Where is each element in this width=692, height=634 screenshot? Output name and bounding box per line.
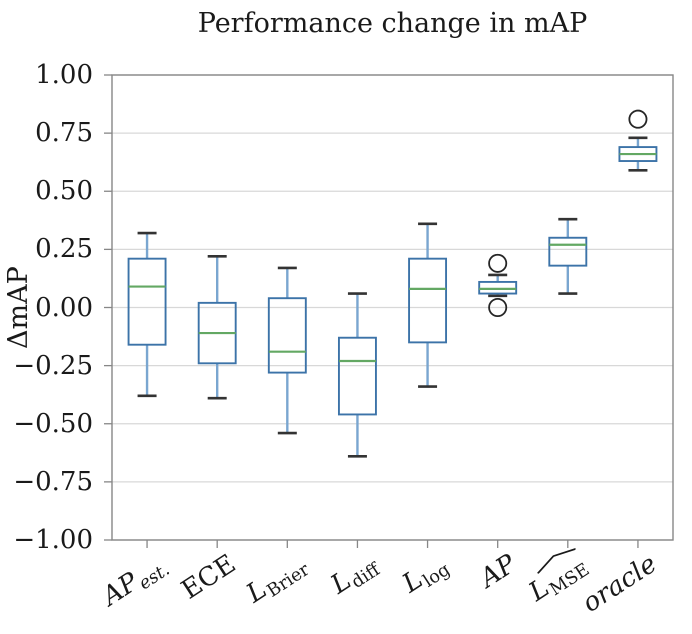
- outlier-ap: [488, 253, 508, 273]
- box-l-mse: [548, 236, 588, 267]
- y-tick-label-−0.75: −0.75: [13, 466, 93, 497]
- box-l-diff: [337, 336, 377, 416]
- y-tick-label-−0.50: −0.50: [13, 408, 93, 439]
- axes-frame: [111, 74, 674, 541]
- box-ap: [478, 280, 518, 295]
- y-tick-label-0.50: 0.50: [35, 176, 93, 207]
- box-l-log: [408, 257, 448, 344]
- y-tick-label-0.00: 0.00: [35, 292, 93, 323]
- y-tick-label-−1.00: −1.00: [13, 525, 93, 555]
- y-tick-label-1.00: 1.00: [35, 60, 93, 90]
- widehat-icon: [537, 547, 577, 574]
- x-tick-label-l-mse: L MSE: [524, 547, 594, 610]
- y-tick-label-0.25: 0.25: [35, 234, 93, 265]
- box-ap-est: [127, 257, 167, 346]
- chart-title: Performance change in mAP: [197, 8, 588, 39]
- x-tick-subscript-wrap-l-mse: MSE: [537, 547, 594, 601]
- y-tick-label-−0.25: −0.25: [13, 350, 93, 381]
- box-l-brier: [267, 297, 307, 374]
- outlier-ap: [488, 297, 508, 317]
- outlier-oracle: [628, 109, 648, 129]
- y-tick-label-0.75: 0.75: [35, 118, 93, 149]
